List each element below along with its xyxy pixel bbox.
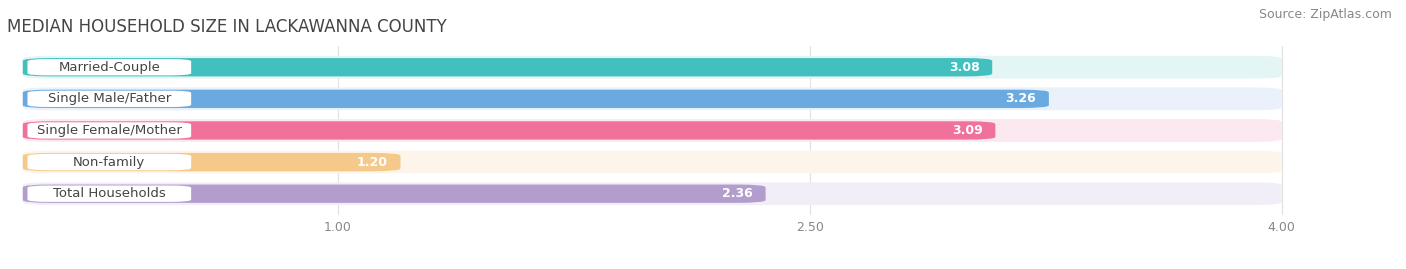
Text: Total Households: Total Households	[53, 187, 166, 200]
FancyBboxPatch shape	[22, 56, 1282, 79]
FancyBboxPatch shape	[28, 59, 191, 75]
FancyBboxPatch shape	[22, 119, 1282, 142]
Text: 3.09: 3.09	[952, 124, 983, 137]
Text: 1.20: 1.20	[357, 155, 388, 169]
Text: Single Female/Mother: Single Female/Mother	[37, 124, 181, 137]
Text: 3.08: 3.08	[949, 61, 980, 74]
FancyBboxPatch shape	[22, 87, 1282, 110]
FancyBboxPatch shape	[28, 154, 191, 170]
FancyBboxPatch shape	[22, 121, 995, 140]
Text: 3.26: 3.26	[1005, 92, 1036, 105]
FancyBboxPatch shape	[22, 90, 1049, 108]
Text: MEDIAN HOUSEHOLD SIZE IN LACKAWANNA COUNTY: MEDIAN HOUSEHOLD SIZE IN LACKAWANNA COUN…	[7, 18, 447, 36]
FancyBboxPatch shape	[28, 91, 191, 107]
FancyBboxPatch shape	[22, 182, 1282, 205]
Text: Source: ZipAtlas.com: Source: ZipAtlas.com	[1258, 8, 1392, 21]
Text: 2.36: 2.36	[723, 187, 754, 200]
FancyBboxPatch shape	[22, 58, 993, 76]
FancyBboxPatch shape	[22, 185, 766, 203]
Text: Single Male/Father: Single Male/Father	[48, 92, 172, 105]
FancyBboxPatch shape	[22, 153, 401, 171]
Text: Non-family: Non-family	[73, 155, 145, 169]
FancyBboxPatch shape	[28, 122, 191, 139]
FancyBboxPatch shape	[28, 186, 191, 202]
Text: Married-Couple: Married-Couple	[59, 61, 160, 74]
FancyBboxPatch shape	[22, 151, 1282, 174]
